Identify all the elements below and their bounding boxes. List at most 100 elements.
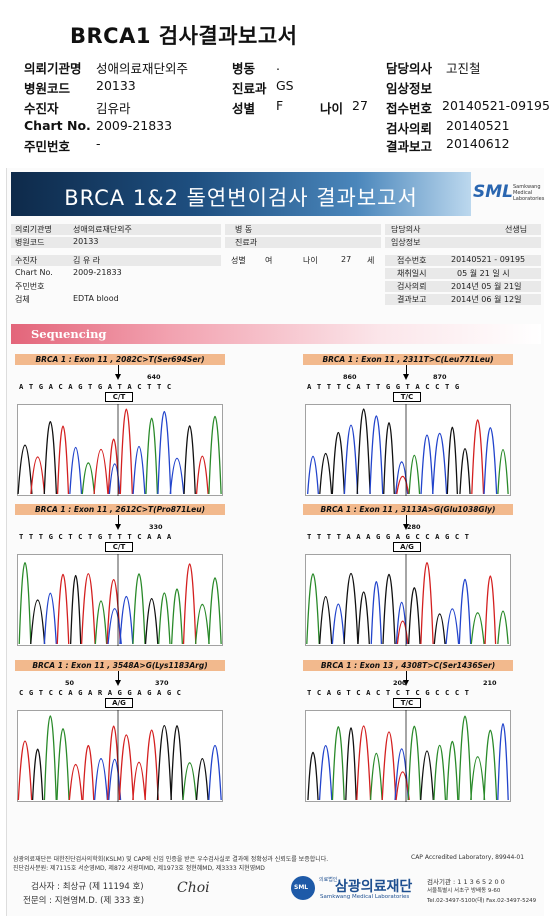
- chart-value: 2009-21833: [96, 118, 173, 133]
- info-sex-value: 여: [265, 256, 273, 265]
- arrow-head-icon: [115, 524, 121, 530]
- info-chart-label: Chart No.: [15, 268, 53, 277]
- chromatogram-peak: [182, 762, 197, 801]
- inst-label: 의뢰기관명: [24, 61, 82, 76]
- chromatogram-peak: [407, 725, 422, 801]
- chromatogram-peak: [459, 448, 471, 495]
- base-sequence: A T T T C A T T G G T A C C T G: [307, 382, 460, 391]
- chromatogram-panel-6: BRCA 1 : Exon 13 , 4308T>C(Ser1436Ser) 2…: [303, 660, 513, 810]
- arrow-head-icon: [403, 680, 409, 686]
- info-inst-value: 성애의료재단외주: [73, 225, 132, 234]
- info-receipt-value: 20140521 - 09195: [451, 255, 526, 264]
- chromatogram-peak: [108, 463, 121, 495]
- inst-value: 성애의료재단외주: [96, 61, 189, 76]
- report-value: 20140612: [446, 136, 510, 151]
- rrn-label: 주민번호: [24, 139, 71, 154]
- dept-label: 진료과: [232, 81, 267, 96]
- examiner-line: 검사자 : 최상규 (제 11194 호): [31, 882, 144, 892]
- arrow-down-icon: [118, 671, 119, 683]
- chromatogram-peak: [30, 599, 46, 645]
- genotype-call: T/C: [393, 698, 421, 708]
- chromatogram-peak: [183, 425, 196, 495]
- genotype-call: T/C: [393, 392, 421, 402]
- chromatogram-peak: [370, 580, 383, 645]
- chromatogram-peak: [157, 411, 172, 495]
- clinical-label: 임상정보: [386, 81, 433, 96]
- chromatogram-peak: [343, 424, 359, 495]
- position-label: 330: [149, 523, 163, 531]
- chromatogram-panel-5: BRCA 1 : Exon 11 , 3548A>G(Lys1183Arg) 5…: [15, 660, 225, 810]
- arrow-down-icon: [406, 365, 407, 377]
- chromatogram-peak: [470, 612, 485, 645]
- chromatogram-peak: [30, 456, 46, 495]
- patient-value: 김유라: [96, 101, 131, 116]
- chromatogram-trace: [17, 554, 223, 646]
- chromatogram-peak: [144, 598, 159, 645]
- info-receipt-label: 접수번호: [397, 256, 427, 265]
- position-label: 200: [393, 679, 407, 687]
- panel-title: BRCA 1 : Exon 11 , 2082C>T(Ser694Ser): [15, 354, 225, 365]
- chromatogram-peak: [420, 562, 434, 645]
- chromatogram-peak: [458, 715, 472, 801]
- sex-value: F: [276, 98, 284, 113]
- ward-label: 병동: [232, 61, 256, 76]
- chromatogram-peak: [208, 577, 222, 645]
- chromatogram-peak: [145, 417, 159, 495]
- receipt-label: 접수번호: [386, 101, 433, 116]
- chromatogram-peak: [82, 745, 95, 801]
- arrow-head-icon: [115, 374, 121, 380]
- sml-logo-text: SML: [473, 182, 513, 202]
- position-label: 280: [407, 523, 421, 531]
- chromatogram-peak: [343, 572, 359, 645]
- chromatogram-peak: [331, 603, 345, 645]
- sequencing-label: Sequencing: [31, 327, 107, 341]
- chromatogram-peak: [446, 426, 458, 495]
- chromatogram-peak: [132, 761, 146, 801]
- chart-label: Chart No.: [24, 118, 91, 133]
- dept-value: GS: [276, 78, 294, 93]
- info-request-label: 검사의뢰: [397, 282, 427, 291]
- chromatogram-peak: [17, 740, 33, 801]
- chromatogram-peak: [306, 573, 320, 645]
- chromatogram-peak: [319, 453, 333, 495]
- info-dept-label: 진료과: [235, 238, 258, 247]
- chromatogram-peak: [195, 758, 209, 801]
- address: 서울특별시 서초구 방배동 9-60: [427, 888, 501, 894]
- base-sequence: T T T T A A A G G A G C C A G C T: [307, 532, 470, 541]
- chromatogram-peak: [144, 729, 159, 801]
- position-label: 640: [147, 373, 161, 381]
- chromatogram-peak: [17, 444, 33, 495]
- info-age-label: 나이: [303, 256, 318, 265]
- base-sequence: T T T G C T C T G T T T C A A A: [19, 532, 172, 541]
- code-label: 병원코드: [24, 81, 71, 96]
- info-report-label: 결과보고: [397, 295, 427, 304]
- sex-label: 성별: [232, 101, 256, 116]
- cap-note: CAP Accredited Laboratory, 89944-01: [411, 854, 525, 861]
- chromatogram-peak: [171, 588, 183, 645]
- chromatogram-peak: [93, 758, 109, 801]
- chromatogram-peak: [81, 462, 96, 495]
- chromatogram-peak: [56, 573, 70, 645]
- chromatogram-panel-1: BRCA 1 : Exon 11 , 2082C>T(Ser694Ser) 64…: [15, 354, 225, 504]
- genotype-call: C/T: [105, 542, 133, 552]
- info-report-value: 2014년 06 월 12일: [451, 295, 522, 304]
- info-doctor-value: 선생님: [505, 225, 528, 234]
- base-sequence: T C A G T C A C T C T C G C C C T: [307, 688, 470, 697]
- doctor-label: 담당의사: [386, 61, 433, 76]
- chromatogram-peak: [345, 727, 357, 801]
- chromatogram-peak: [483, 427, 498, 495]
- info-specimen-value: EDTA blood: [73, 294, 119, 303]
- base-sequence: C G T C C A G A R A G G A G A G C: [19, 688, 182, 697]
- chromatogram-peak: [433, 745, 447, 801]
- chromatogram-peak: [445, 608, 460, 645]
- report-label: 결과보고: [386, 139, 433, 154]
- chromatogram-peak: [383, 422, 395, 495]
- chromatogram-peak: [497, 449, 509, 495]
- chromatogram-peak: [182, 563, 197, 645]
- chromatogram-peak: [497, 723, 509, 801]
- chromatogram-peak: [132, 573, 146, 645]
- arrow-head-icon: [115, 680, 121, 686]
- age-value: 27: [352, 98, 368, 113]
- chromatogram-peak: [170, 725, 184, 801]
- info-rrn-label: 주민번호: [15, 282, 45, 291]
